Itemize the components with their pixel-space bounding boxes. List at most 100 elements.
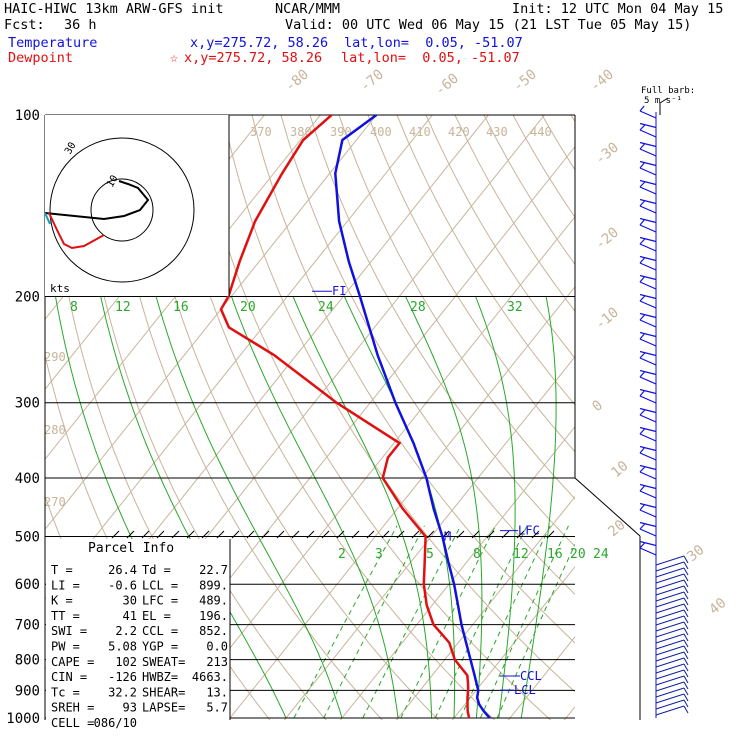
mixing-ratio-label: 24 bbox=[318, 300, 334, 315]
parcel-key: Tc = bbox=[51, 685, 80, 699]
mixing-ratio-lines bbox=[293, 525, 575, 719]
wind-barb bbox=[639, 540, 657, 547]
dry-adiabat bbox=[454, 115, 575, 313]
forecast-label: Fcst: bbox=[4, 17, 45, 33]
parcel-title: Parcel Info bbox=[88, 541, 174, 556]
dry-adiabat bbox=[193, 115, 552, 720]
wind-barb-tick bbox=[639, 542, 645, 549]
pressure-tick-label: 600 bbox=[15, 577, 40, 593]
barb-key-units: 5 m s⁻¹ bbox=[644, 96, 682, 106]
hatch-mark bbox=[246, 530, 255, 539]
theta-label: 280 bbox=[44, 423, 66, 437]
parcel-key: LI = bbox=[51, 578, 80, 592]
wind-barb bbox=[655, 633, 685, 644]
hatch-mark bbox=[486, 530, 495, 539]
wind-barb-tick bbox=[639, 200, 645, 207]
wind-barb-tick bbox=[639, 371, 645, 378]
mixing-ratio-label: 20 bbox=[570, 547, 586, 562]
wind-barb bbox=[639, 395, 657, 404]
isotherm-label: 0 bbox=[589, 397, 606, 415]
wind-barb-tick bbox=[683, 555, 689, 564]
wind-barb bbox=[655, 693, 685, 704]
wind-barb bbox=[639, 471, 657, 480]
wind-barb-tick bbox=[639, 143, 645, 150]
wind-barb-tick bbox=[639, 295, 646, 302]
wind-barb-tick bbox=[683, 657, 689, 666]
hatch-mark bbox=[396, 530, 405, 539]
wind-barb bbox=[639, 350, 657, 357]
parcel-key: Td = bbox=[142, 563, 171, 577]
isotherm-label: -20 bbox=[592, 225, 622, 254]
wind-barb bbox=[639, 300, 657, 309]
wind-barb-tick bbox=[639, 105, 645, 112]
pressure-tick-label: 100 bbox=[15, 108, 40, 124]
parcel-key: SWEAT= bbox=[142, 655, 185, 669]
moist-adiabat bbox=[292, 296, 433, 719]
isotherm-label: 40 bbox=[706, 595, 729, 618]
wind-barb bbox=[639, 224, 657, 233]
wind-barb bbox=[639, 281, 657, 290]
isotherm-line bbox=[395, 495, 575, 720]
wind-barb-tick bbox=[683, 669, 689, 678]
marker-label-m: M bbox=[444, 529, 451, 543]
parcel-key: HWBZ= bbox=[142, 670, 178, 684]
mixing-ratio-label: 20 bbox=[240, 300, 256, 315]
mixing-ratio-label: 8 bbox=[70, 300, 78, 315]
wind-barb-tick bbox=[683, 645, 689, 654]
wind-barb bbox=[655, 651, 685, 662]
dry-adiabat bbox=[396, 115, 575, 406]
wind-barb bbox=[639, 319, 657, 328]
wind-barb-tick bbox=[639, 466, 646, 473]
hodograph-ring-inner bbox=[90, 178, 154, 242]
wind-barb bbox=[639, 141, 657, 148]
parcel-value: 196. bbox=[199, 609, 228, 623]
hatch-mark bbox=[201, 530, 210, 539]
parcel-value: 5.08 bbox=[108, 640, 137, 654]
hatch-mark bbox=[141, 530, 150, 539]
wind-barb bbox=[655, 657, 685, 668]
hatch-mark bbox=[171, 530, 180, 539]
wind-barb-tick bbox=[639, 314, 645, 321]
parcel-key: CELL = bbox=[51, 716, 94, 730]
wind-barb-tick bbox=[639, 257, 645, 264]
init-time: Init: 12 UTC Mon 04 May 15 bbox=[512, 1, 724, 17]
marker-label-lcl: LCL bbox=[514, 683, 536, 697]
wind-barb bbox=[639, 490, 657, 499]
isotherm-line bbox=[668, 102, 740, 731]
wind-barb bbox=[655, 573, 685, 584]
isotherm-label: -60 bbox=[432, 71, 462, 100]
wind-barb bbox=[639, 110, 657, 119]
hodograph-units: kts bbox=[50, 282, 70, 295]
wind-barb-tick bbox=[639, 428, 645, 435]
theta-label: 420 bbox=[448, 125, 470, 139]
wind-barb bbox=[639, 122, 657, 129]
dry-adiabat bbox=[425, 115, 575, 359]
wind-barb bbox=[639, 369, 657, 376]
wind-barb-tick bbox=[683, 621, 689, 630]
parcel-value: 32.2 bbox=[108, 685, 137, 699]
mixing-ratio-line bbox=[496, 543, 575, 719]
dry-adiabat bbox=[367, 115, 575, 453]
hatch-mark bbox=[426, 530, 435, 539]
wind-barb-tick bbox=[639, 485, 645, 492]
wind-barb-tick bbox=[639, 238, 646, 245]
wind-barb-tick bbox=[683, 591, 689, 600]
wind-barb bbox=[639, 376, 657, 385]
wind-barb bbox=[655, 663, 685, 674]
wind-barb bbox=[655, 555, 685, 566]
wind-barb bbox=[655, 621, 685, 632]
dry-adiabat bbox=[164, 115, 496, 720]
mixing-ratio-line bbox=[479, 525, 569, 719]
parcel-value: 102 bbox=[115, 655, 137, 669]
dewpoint-trace bbox=[219, 115, 471, 719]
wind-barb bbox=[639, 148, 657, 157]
pressure-tick-label: 200 bbox=[15, 290, 40, 306]
hatch-mark bbox=[336, 530, 345, 539]
isotherm-line bbox=[563, 705, 575, 720]
mixing-ratio-label: 16 bbox=[173, 300, 189, 315]
marker-label-fi: FI bbox=[332, 284, 346, 298]
pressure-tick-label: 500 bbox=[15, 529, 40, 545]
wind-barb bbox=[655, 639, 685, 650]
parcel-background bbox=[46, 539, 230, 720]
